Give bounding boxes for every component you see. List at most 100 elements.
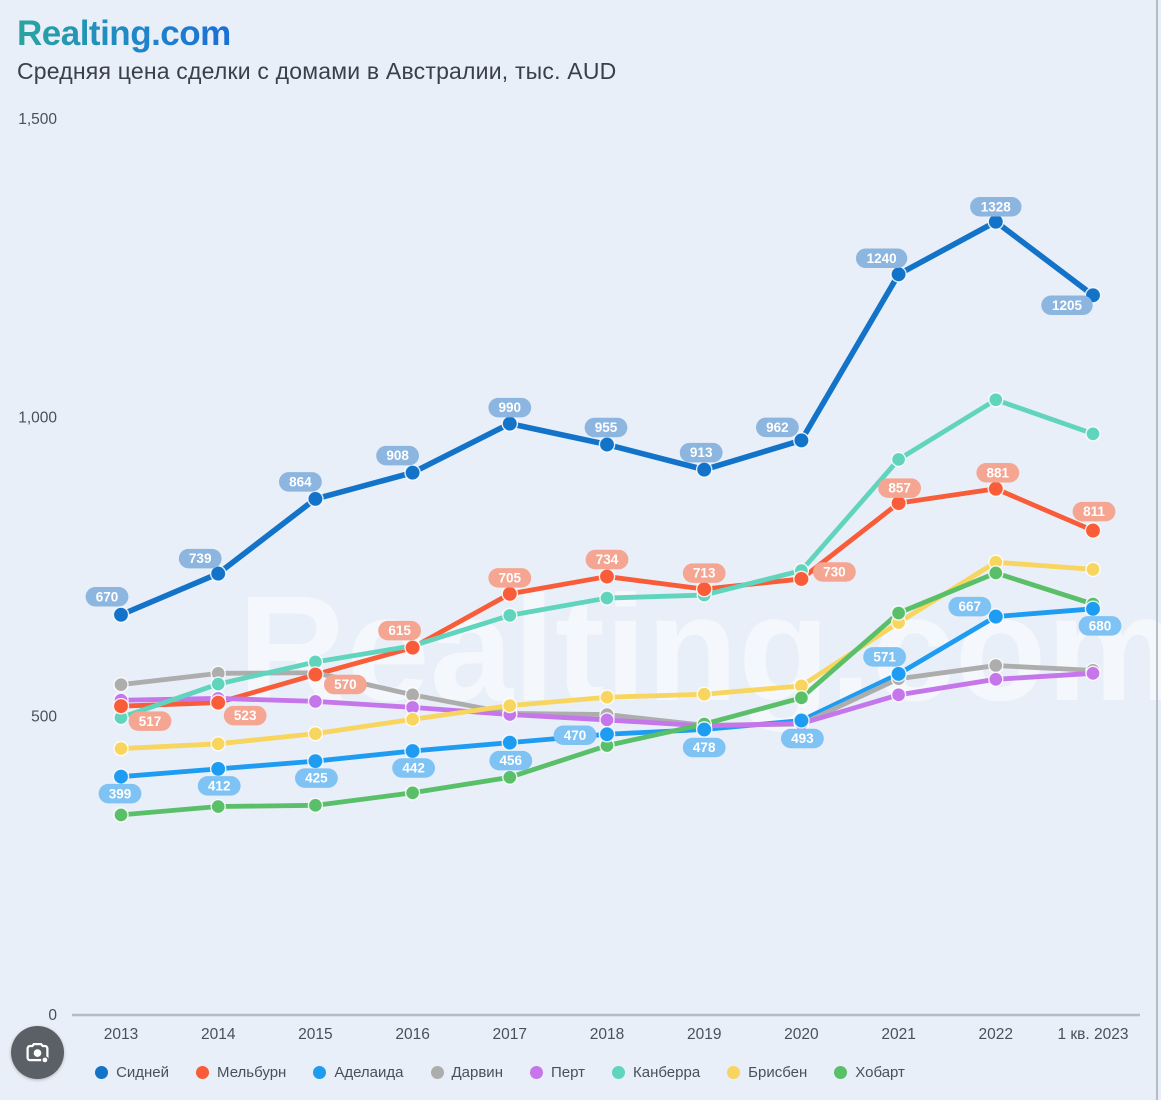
data-point[interactable]	[501, 415, 519, 432]
data-label-badge	[1072, 501, 1116, 522]
data-point[interactable]	[209, 760, 227, 778]
data-point[interactable]	[210, 736, 226, 752]
data-point[interactable]	[501, 734, 519, 751]
data-point[interactable]	[502, 769, 518, 785]
data-point[interactable]	[113, 807, 129, 823]
data-point[interactable]	[502, 607, 518, 624]
data-label-badge	[197, 776, 241, 796]
data-point[interactable]	[987, 480, 1005, 498]
legend-dot-icon	[834, 1065, 848, 1079]
data-label-badge	[488, 397, 532, 418]
data-point[interactable]	[307, 666, 324, 683]
data-point[interactable]	[209, 694, 227, 711]
data-point[interactable]	[598, 568, 616, 585]
series-labels-Мельбурн: 517 523 570 615 705 734 713 730 857 881 811	[128, 462, 1116, 731]
legend-item-7[interactable]: Хобарт	[834, 1064, 905, 1081]
data-point[interactable]	[598, 725, 616, 743]
data-point[interactable]	[695, 721, 713, 738]
data-point[interactable]	[599, 590, 615, 606]
legend-item-5[interactable]: Канберра	[612, 1064, 700, 1081]
data-point[interactable]	[307, 752, 324, 770]
data-point[interactable]	[599, 712, 615, 728]
data-point[interactable]	[890, 687, 907, 703]
data-label: 680	[1089, 618, 1112, 633]
data-point[interactable]	[987, 608, 1005, 625]
data-point[interactable]	[988, 392, 1004, 408]
data-point[interactable]	[112, 697, 130, 715]
data-label-badge	[279, 472, 322, 492]
legend-item-6[interactable]: Брисбен	[727, 1064, 807, 1081]
data-point[interactable]	[695, 580, 713, 598]
legend-label: Брисбен	[748, 1063, 808, 1081]
y-tick-label: 500	[31, 708, 57, 725]
data-point[interactable]	[793, 690, 810, 706]
data-point[interactable]	[988, 565, 1004, 581]
legend-dot-icon	[95, 1065, 109, 1079]
legend-item-0[interactable]: Сидней	[95, 1064, 169, 1081]
x-tick-label: 2015	[298, 1026, 332, 1043]
data-label: 864	[289, 475, 312, 490]
data-point[interactable]	[112, 768, 130, 785]
data-point[interactable]	[307, 797, 324, 814]
data-label-badge	[585, 549, 629, 570]
data-point[interactable]	[1084, 600, 1102, 618]
data-point[interactable]	[890, 266, 907, 283]
data-label-badge	[679, 442, 723, 463]
data-point[interactable]	[988, 671, 1004, 687]
legend-label: Сидней	[116, 1063, 170, 1081]
data-label: 412	[208, 778, 231, 793]
legend-label: Хобарт	[855, 1063, 905, 1081]
chart-title: Средняя цена сделки с домами в Австралии…	[17, 58, 617, 84]
data-label: 881	[987, 465, 1010, 480]
data-point[interactable]	[696, 686, 712, 702]
data-point[interactable]	[988, 657, 1004, 674]
data-point[interactable]	[890, 665, 907, 683]
data-label-badge	[682, 737, 726, 758]
data-point[interactable]	[404, 785, 421, 801]
data-label: 670	[96, 589, 119, 604]
data-point[interactable]	[307, 693, 324, 710]
data-label: 1205	[1052, 298, 1083, 313]
data-point[interactable]	[113, 676, 129, 693]
data-point[interactable]	[113, 740, 129, 757]
data-point[interactable]	[404, 639, 421, 656]
data-point[interactable]	[599, 689, 615, 705]
data-point[interactable]	[1085, 561, 1101, 578]
legend-item-1[interactable]: Мельбурн	[196, 1064, 286, 1081]
data-point[interactable]	[890, 605, 907, 621]
data-point[interactable]	[598, 436, 616, 453]
data-point[interactable]	[307, 490, 324, 508]
data-label: 442	[402, 761, 425, 776]
data-label: 1328	[981, 199, 1012, 214]
data-point[interactable]	[404, 464, 421, 481]
data-point[interactable]	[890, 451, 907, 468]
data-point[interactable]	[210, 676, 226, 692]
x-tick-label: 2020	[784, 1026, 819, 1043]
data-point[interactable]	[112, 606, 130, 624]
data-point[interactable]	[404, 711, 421, 728]
legend-item-4[interactable]: Перт	[529, 1064, 585, 1081]
data-point[interactable]	[1084, 522, 1102, 539]
data-point[interactable]	[502, 697, 518, 714]
data-point[interactable]	[1085, 426, 1101, 442]
data-point[interactable]	[307, 725, 324, 742]
data-point[interactable]	[793, 712, 810, 729]
data-label-badge	[376, 445, 419, 466]
data-point[interactable]	[793, 432, 810, 449]
series-labels-Сидней: 670 739 864 908 990 955 913 962 1240 1328 1205	[85, 196, 1093, 607]
legend-dot-icon	[196, 1065, 210, 1079]
data-point[interactable]	[210, 798, 226, 815]
data-point[interactable]	[209, 565, 227, 582]
legend-item-2[interactable]: Аделаида	[313, 1064, 404, 1081]
data-point[interactable]	[695, 461, 713, 478]
data-label-badge	[1078, 616, 1122, 636]
data-point[interactable]	[1085, 665, 1101, 682]
data-label-badge	[781, 728, 824, 749]
data-label: 493	[791, 731, 814, 746]
image-search-button[interactable]	[11, 1026, 64, 1079]
data-point[interactable]	[501, 585, 519, 603]
data-point[interactable]	[793, 570, 810, 588]
data-point[interactable]	[404, 742, 421, 760]
legend-item-3[interactable]: Дарвин	[430, 1064, 503, 1081]
data-label: 478	[693, 740, 716, 755]
